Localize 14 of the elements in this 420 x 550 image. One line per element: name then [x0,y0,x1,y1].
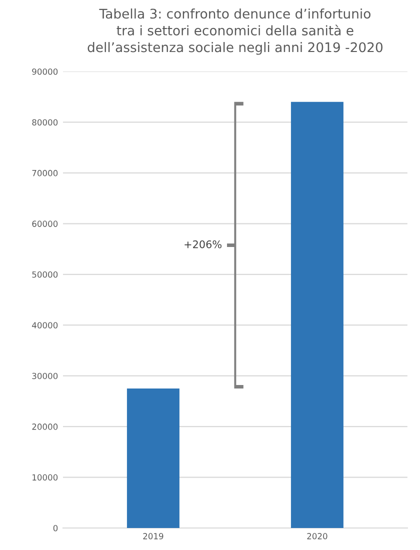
y-tick-label: 90000 [32,68,58,75]
y-tick-label: 70000 [32,170,58,176]
y-tick-label: 10000 [32,474,58,481]
y-tick-label: 60000 [32,220,58,227]
chart-title: Tabella 3: confronto denunce d’infortunio tra i settori economici della sanità e dell’assistenza sociale negli anni 2019 -2020 [88,8,382,55]
y-tick-label: 20000 [32,424,58,430]
y-tick-label: 40000 [32,322,58,328]
x-tick-label: 2020 [307,533,328,540]
annotation: +206% [184,240,222,248]
y-tick-label: 30000 [32,372,58,380]
x-tick-label: 2019 [143,533,164,540]
y-tick-label: 80000 [32,119,58,126]
y-tick-label: 0 [53,524,58,532]
y-tick-label: 50000 [32,271,58,278]
